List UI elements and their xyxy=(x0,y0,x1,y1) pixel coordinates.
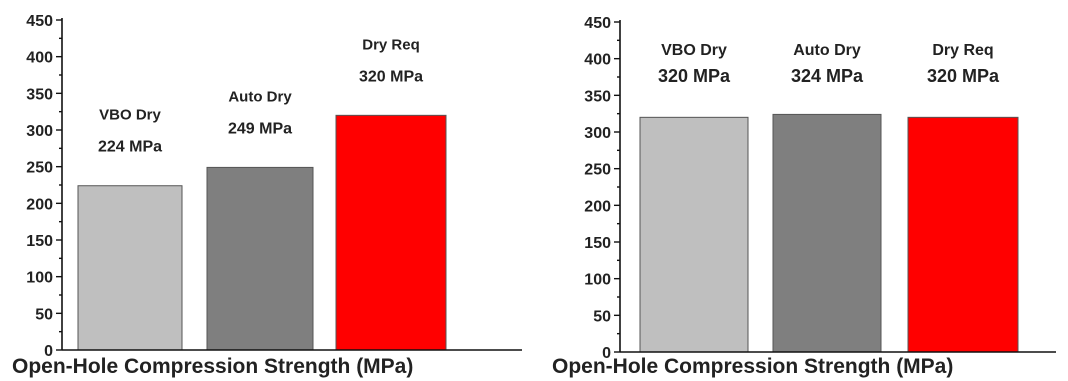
chart-left-y-tick-label: 400 xyxy=(26,50,53,67)
chart-left-x-axis-label: Open-Hole Compression Strength (MPa) xyxy=(12,355,414,378)
chart-left-category-label-2: Auto Dry xyxy=(228,88,292,105)
chart-left-y-tick-label: 200 xyxy=(26,196,53,213)
chart-left-y-tick-label: 300 xyxy=(26,123,53,140)
chart-right-plot: 0 50 100 150 200 250 300 350 400 450 VBO Dry 320 MP… xyxy=(584,15,1056,362)
chart-left-value-label-1: 224 MPa xyxy=(98,139,162,156)
chart-right-category-label-2: Auto Dry xyxy=(793,42,861,59)
chart-right-y-tick-label: 100 xyxy=(584,272,611,289)
chart-left-plot: 0 50 100 150 200 250 300 350 400 450 VBO Dry 224 MP… xyxy=(26,13,522,360)
chart-right-y-tick-label: 400 xyxy=(584,52,611,69)
chart-left-y-tick-label: 250 xyxy=(26,160,53,177)
chart-right-y-tick-label: 350 xyxy=(584,88,611,105)
chart-left-y-tick-label: 450 xyxy=(26,13,53,30)
chart-right-y-tick-label: 250 xyxy=(584,162,611,179)
chart-right-value-label-3: 320 MPa xyxy=(927,66,1000,86)
chart-left-category-label-3: Dry Req xyxy=(362,36,420,53)
chart-right-y-tick-label: 200 xyxy=(584,198,611,215)
chart-left-bar-2 xyxy=(206,166,314,351)
chart-left-y-tick-label: 50 xyxy=(35,306,53,323)
chart-left-category-label-1: VBO Dry xyxy=(99,107,161,124)
chart-left: 0 50 100 150 200 250 300 350 400 450 VBO Dry 224 MP… xyxy=(12,13,522,378)
chart-right-bar-2 xyxy=(772,113,882,353)
chart-left-value-label-2: 249 MPa xyxy=(228,120,292,137)
chart-left-y-tick-label: 100 xyxy=(26,270,53,287)
chart-left-value-label-3: 320 MPa xyxy=(359,68,423,85)
chart-left-bar-3 xyxy=(335,114,447,351)
chart-right-y-tick-label: 300 xyxy=(584,125,611,142)
chart-right-y-tick-label: 0 xyxy=(602,345,611,362)
chart-left-bar-1 xyxy=(77,185,183,351)
chart-right-y-tick-label: 150 xyxy=(584,235,611,252)
chart-left-y-tick-label: 150 xyxy=(26,233,53,250)
chart-left-y-tick-label: 350 xyxy=(26,86,53,103)
chart-right-y-tick-label: 50 xyxy=(593,308,611,325)
chart-right-x-axis-label: Open-Hole Compression Strength (MPa) xyxy=(552,355,954,378)
chart-right-value-label-1: 320 MPa xyxy=(658,66,731,86)
chart-right-bar-1 xyxy=(639,116,749,353)
chart-right-category-label-1: VBO Dry xyxy=(661,42,727,59)
chart-right: 0 50 100 150 200 250 300 350 400 450 VBO Dry 320 MP… xyxy=(534,0,1068,381)
chart-right-value-label-2: 324 MPa xyxy=(791,66,864,86)
chart-right-bar-3 xyxy=(907,116,1019,353)
chart-right-y-tick-label: 450 xyxy=(584,15,611,32)
chart-right-category-label-3: Dry Req xyxy=(932,42,993,59)
chart-left-y-tick-label: 0 xyxy=(44,343,53,360)
